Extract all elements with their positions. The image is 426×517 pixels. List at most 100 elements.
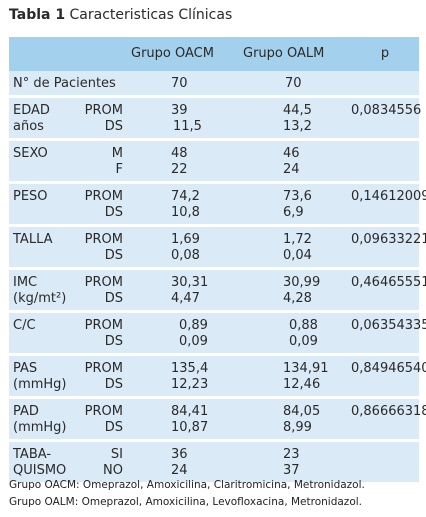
table-row: PESO PROM DS 74,2 10,8 73,6 6,9 0,14612009 [9, 184, 426, 224]
row-separator [9, 95, 419, 98]
row-label-cell: PAD (mmHg) [9, 399, 81, 439]
separator-cell [9, 353, 419, 356]
row-p-cell: 0,063543351 [351, 313, 426, 353]
row-p-cell: 0,0834556 [351, 98, 422, 138]
row-label-cell: C/C [9, 313, 81, 353]
row-oacm-cell: 30,31 4,47 [127, 270, 243, 310]
row-stat-cell: PROM DS [81, 313, 127, 353]
row-label-cell: SEXO [9, 141, 81, 181]
separator-cell [9, 95, 419, 98]
table-caption: Caracteristicas Clínicas [69, 7, 233, 23]
p-value: 0,09633221 [351, 232, 426, 247]
cell-line: DS [104, 420, 123, 435]
cell-line: 30,99 [283, 275, 321, 290]
cell-line: PROM [84, 404, 123, 419]
footnote-oacm: Grupo OACM: Omeprazol, Amoxicilina, Clar… [9, 479, 365, 491]
table-number: Tabla 1 [9, 7, 66, 23]
cell-line: (kg/mt²) [13, 291, 67, 306]
cell-line: 44,5 [283, 103, 312, 118]
cell-line: PAD [13, 404, 39, 419]
row-stat-cell: PROM DS [81, 227, 127, 267]
row-separator [9, 138, 419, 141]
cell-line: 6,9 [283, 205, 304, 220]
cell-line: PROM [84, 232, 123, 247]
cell-line: PROM [84, 361, 123, 376]
table-row: IMC (kg/mt²) PROM DS 30,31 4,47 30,99 4,28 0,464… [9, 270, 426, 310]
cell-line: PESO [13, 189, 48, 204]
cell-line: 84,41 [171, 404, 209, 419]
cell-line: 24 [283, 162, 300, 177]
cell-line: 13,2 [283, 119, 312, 134]
row-oacm-cell: 70 [127, 71, 243, 95]
row-oalm-cell: 73,6 6,9 [243, 184, 351, 224]
row-separator [9, 267, 419, 270]
cell-line: TABA- [13, 447, 52, 462]
row-label-cell: PESO [9, 184, 81, 224]
row-oalm-cell: 84,05 8,99 [243, 399, 351, 439]
cell-line: 0,89 [179, 318, 208, 333]
table-row: PAS (mmHg) PROM DS 135,4 12,23 134,91 12,46 0,84… [9, 356, 426, 396]
row-oacm-cell: 48 22 [127, 141, 243, 181]
row-separator [9, 310, 419, 313]
cell-line: C/C [13, 318, 36, 333]
table-title: Tabla 1 Caracteristicas Clínicas [9, 7, 232, 23]
cell-line: 37 [283, 463, 300, 478]
cell-line: 0,09 [179, 334, 208, 349]
cell-line: NO [103, 463, 123, 478]
separator-cell [9, 181, 419, 184]
cell-line: (mmHg) [13, 420, 67, 435]
row-p-cell [351, 141, 419, 181]
separator-cell [9, 439, 419, 442]
row-oacm-cell: 135,4 12,23 [127, 356, 243, 396]
row-oalm-cell: 70 [243, 71, 351, 95]
cell-line: 22 [171, 162, 188, 177]
header-cell-oalm: Grupo OALM [243, 37, 351, 71]
p-value: 0,0834556 [351, 103, 422, 118]
cell-line: M [111, 146, 123, 161]
row-separator [9, 353, 419, 356]
header-cell-oacm: Grupo OACM [127, 37, 243, 71]
cell-line: 23 [283, 447, 300, 462]
separator-cell [9, 224, 419, 227]
row-p-cell [351, 71, 419, 95]
row-stat-cell: PROM DS [81, 98, 127, 138]
row-oalm-cell: 46 24 [243, 141, 351, 181]
cell-line: PROM [84, 275, 123, 290]
cell-line: 4,47 [171, 291, 200, 306]
cell-line: EDAD [13, 103, 50, 118]
clinical-characteristics-table: Grupo OACM Grupo OALM p N° de Pacientes 7… [9, 37, 426, 482]
cell-line: 0,08 [171, 248, 200, 263]
row-oacm-cell: 1,69 0,08 [127, 227, 243, 267]
row-oacm-cell: 39 11,5 [127, 98, 243, 138]
row-oacm-cell: 0,89 0,09 [127, 313, 243, 353]
cell-line: 48 [171, 146, 188, 161]
cell-line: DS [104, 248, 123, 263]
row-stat-cell: PROM DS [81, 270, 127, 310]
table-row: SEXO M F 48 22 46 24 [9, 141, 419, 181]
row-stat-cell: PROM DS [81, 399, 127, 439]
row-separator [9, 396, 419, 399]
row-label-cell: TABA- QUISMO [9, 442, 81, 482]
cell-line: DS [104, 119, 123, 134]
header-row: Grupo OACM Grupo OALM p [9, 37, 419, 71]
row-oalm-cell: 134,91 12,46 [243, 356, 351, 396]
row-separator [9, 224, 419, 227]
cell-line: SEXO [13, 146, 48, 161]
header-cell-label [9, 37, 81, 71]
row-p-cell: 0,14612009 [351, 184, 426, 224]
row-separator [9, 439, 419, 442]
row-oacm-cell: 36 24 [127, 442, 243, 482]
row-label-cell: IMC (kg/mt²) [9, 270, 81, 310]
cell-line: DS [104, 291, 123, 306]
row-separator [9, 181, 419, 184]
cell-line: 1,69 [171, 232, 200, 247]
row-stat-cell: PROM DS [81, 356, 127, 396]
table-body: N° de Pacientes 70 70 EDAD años PROM DS 39 11,5 4… [9, 71, 426, 482]
p-value: 0,14612009 [351, 189, 426, 204]
cell-line: QUISMO [13, 463, 67, 478]
row-oalm-cell: 23 37 [243, 442, 351, 482]
cell-line: 8,99 [283, 420, 312, 435]
cell-line: 74,2 [171, 189, 200, 204]
p-value: 0,86666318 [351, 404, 426, 419]
